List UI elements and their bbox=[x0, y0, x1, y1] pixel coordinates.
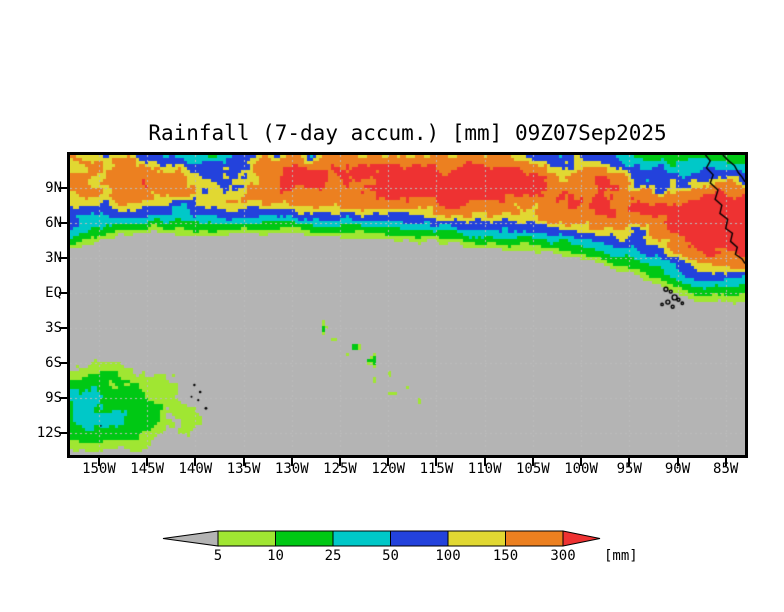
lon-tick-label: 115W bbox=[419, 461, 454, 477]
lat-tick-label: 6S bbox=[45, 354, 62, 371]
lon-tick-label: 150W bbox=[82, 461, 116, 477]
lon-tick-label: 120W bbox=[371, 461, 406, 477]
lon-tick-mark bbox=[531, 458, 534, 466]
lat-tick-label: 3N bbox=[45, 249, 62, 266]
lon-tick-mark bbox=[146, 458, 149, 466]
lon-tick-label: 105W bbox=[515, 461, 550, 477]
lon-tick-label: 90W bbox=[664, 461, 691, 477]
map-frame bbox=[67, 152, 748, 458]
colorbar-below-arrow bbox=[162, 530, 219, 547]
lon-tick-label: 140W bbox=[178, 461, 213, 477]
lon-tick-mark bbox=[339, 458, 341, 466]
lon-tick-label: 85W bbox=[713, 461, 739, 477]
lon-tick-mark bbox=[676, 458, 679, 466]
lat-tick-mark bbox=[59, 291, 67, 294]
colorbar-segment bbox=[447, 530, 506, 547]
lon-tick-mark bbox=[242, 458, 245, 466]
lon-tick-mark bbox=[724, 458, 727, 466]
lon-tick-label: 145W bbox=[130, 461, 164, 477]
colorbar-unit-label: [mm] bbox=[604, 548, 638, 564]
lon-tick-mark bbox=[387, 458, 390, 466]
lon-tick-mark bbox=[97, 458, 100, 466]
lat-tick-mark bbox=[59, 186, 67, 189]
lat-tick-label: 9S bbox=[45, 389, 62, 406]
lon-tick-label: 130W bbox=[274, 461, 309, 477]
colorbar-tick-label: 100 bbox=[435, 548, 461, 564]
lat-tick-mark bbox=[59, 361, 67, 364]
colorbar-tick-label: 150 bbox=[492, 548, 519, 564]
lon-tick-label: 125W bbox=[323, 461, 357, 477]
lon-tick-mark bbox=[435, 458, 438, 466]
lon-tick-mark bbox=[290, 458, 293, 466]
lon-tick-mark bbox=[628, 458, 631, 466]
lat-tick-label: 3S bbox=[45, 319, 62, 336]
colorbar bbox=[162, 530, 601, 547]
colorbar-segment bbox=[217, 530, 276, 547]
colorbar-segment bbox=[275, 530, 334, 547]
lon-tick-label: 135W bbox=[226, 461, 261, 477]
lat-tick-mark bbox=[59, 256, 67, 259]
rainfall-map-canvas bbox=[70, 155, 745, 455]
colorbar-tick-label: 25 bbox=[324, 548, 342, 564]
lat-tick-mark bbox=[59, 326, 67, 329]
colorbar-segment bbox=[390, 530, 449, 547]
colorbar-segment bbox=[332, 530, 391, 547]
colorbar-segment bbox=[505, 530, 564, 547]
lat-tick-mark bbox=[59, 221, 67, 224]
lat-tick-label: EQ bbox=[45, 284, 62, 301]
lon-tick-mark bbox=[580, 458, 583, 466]
colorbar-tick-label: 300 bbox=[550, 548, 576, 564]
lat-tick-label: 9N bbox=[45, 179, 62, 196]
colorbar-above-arrow bbox=[562, 530, 601, 547]
lon-tick-label: 95W bbox=[616, 461, 642, 477]
lat-tick-mark bbox=[59, 431, 67, 434]
lon-tick-label: 100W bbox=[564, 461, 598, 477]
lon-tick-mark bbox=[483, 458, 486, 466]
plot-title: Rainfall (7-day accum.) [mm] 09Z07Sep202… bbox=[148, 121, 667, 145]
colorbar-tick-label: 10 bbox=[267, 548, 284, 564]
lat-tick-label: 12S bbox=[36, 424, 62, 441]
lat-tick-label: 6N bbox=[45, 214, 62, 231]
lon-tick-label: 110W bbox=[467, 461, 502, 477]
colorbar-tick-label: 5 bbox=[213, 548, 223, 564]
colorbar-tick-label: 50 bbox=[382, 548, 399, 564]
lat-tick-mark bbox=[59, 396, 67, 399]
lon-tick-mark bbox=[194, 458, 197, 466]
